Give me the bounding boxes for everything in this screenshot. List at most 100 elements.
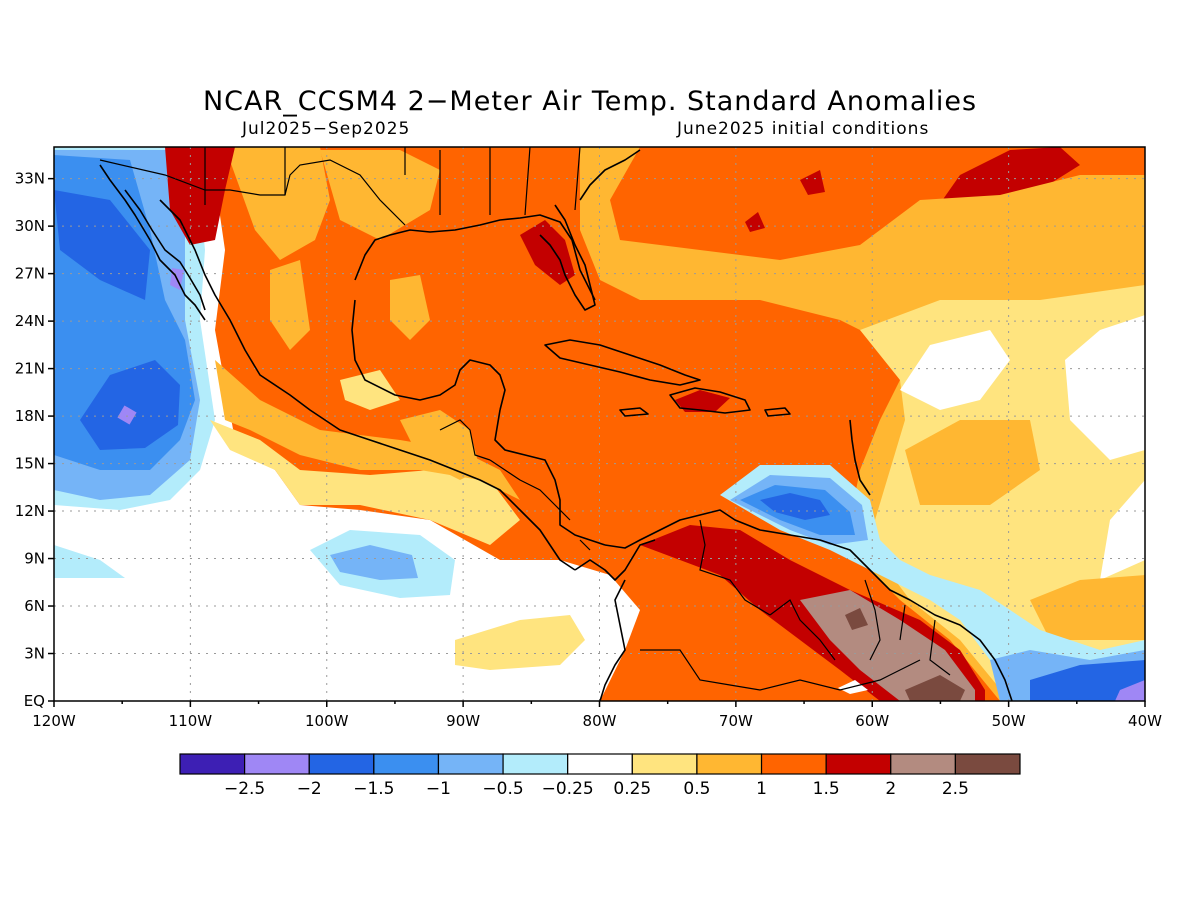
latitude-label: 18N — [15, 407, 45, 425]
colorbar-label: 1.5 — [813, 779, 840, 799]
latitude-label: 6N — [24, 597, 45, 615]
latitude-label: 27N — [15, 265, 45, 283]
latitude-label: 3N — [24, 645, 45, 663]
coast-central-america-pacific — [574, 539, 656, 581]
colorbar-swatch — [308, 753, 375, 775]
map-subtitle-period: Jul2025−Sep2025 — [242, 119, 411, 139]
colorbar-label: 2 — [885, 779, 896, 799]
field-gulf-yellow — [390, 275, 430, 340]
longitude-label: 70W — [719, 712, 753, 730]
colorbar-label: 2.5 — [942, 779, 969, 799]
political-borders — [99, 147, 951, 691]
colorbar-label: −1 — [426, 779, 451, 799]
longitude-label: 80W — [583, 712, 617, 730]
field-caribbean-cold-core — [760, 493, 830, 520]
colorbar-swatch — [437, 753, 504, 775]
coast-baja-west — [99, 164, 206, 321]
coast-lesser-antilles — [849, 419, 871, 496]
colorbar-swatch — [825, 753, 892, 775]
colorbar-label: −0.5 — [482, 779, 523, 799]
field-red-nw-mexico — [165, 147, 235, 245]
longitude-label: 110W — [169, 712, 213, 730]
field-mexico-yellow4 — [340, 370, 400, 410]
latitude-label: 9N — [24, 550, 45, 568]
latitude-label: 21N — [15, 360, 45, 378]
field-atlantic-yellow-band2 — [1030, 575, 1145, 640]
coast-south-america-west — [599, 579, 626, 701]
field-pacific-cool-left — [54, 545, 125, 578]
field-pacific-cold-coast — [54, 190, 150, 300]
border-us-states — [204, 147, 581, 216]
colorbar-label: 0.25 — [613, 779, 651, 799]
colorbar-labels: −2.5 −2 −1.5 −1 −0.5 −0.25 0.25 0.5 1 1.5 2 2.5 — [224, 779, 969, 799]
border-us-mexico — [99, 159, 406, 226]
colorbar-label: −2.5 — [224, 779, 265, 799]
longitude-labels: 120W 110W 100W 90W 80W 70W 60W 50W 40W — [32, 712, 1162, 730]
colorbar-label: 1 — [756, 779, 767, 799]
border-guatemala — [439, 419, 491, 461]
coast-mexico-pacific — [159, 199, 576, 571]
coast-south-america-north — [604, 509, 1013, 701]
latitude-label: 33N — [15, 170, 45, 188]
field-red-atlantic-small — [800, 170, 825, 195]
border-colombia-venezuela — [699, 519, 836, 661]
field-atlantic-white2 — [1065, 315, 1145, 460]
field-central-america-yellow — [400, 410, 480, 480]
field-red-hispaniola — [675, 390, 730, 412]
coast-jamaica — [619, 407, 649, 417]
longitude-label: 60W — [855, 712, 889, 730]
longitude-label: 40W — [1128, 712, 1162, 730]
anomaly-field — [54, 147, 1145, 701]
latitude-label: 30N — [15, 217, 45, 235]
field-pacific-warm-fringe — [210, 420, 520, 545]
coast-hispaniola — [669, 387, 751, 414]
colorbar-swatch — [244, 753, 310, 775]
coast-cuba — [544, 339, 701, 386]
longitude-label: 100W — [305, 712, 349, 730]
field-sa-very-hot — [800, 590, 975, 701]
colorbar-label: −0.25 — [542, 779, 594, 799]
colorbar-label: −2 — [297, 779, 322, 799]
colorbar-swatch — [502, 753, 569, 775]
colorbar-swatch — [760, 753, 827, 775]
coast-baja-east — [124, 189, 206, 311]
field-atlantic-yellow-band — [905, 420, 1040, 505]
border-central-america — [489, 459, 591, 551]
colorbar-label: 0.5 — [683, 779, 710, 799]
field-red-florida — [520, 220, 575, 285]
map-gridlines — [54, 147, 1145, 701]
field-pacific-cool-blob-core — [330, 545, 418, 580]
map-title: NCAR_CCSM4 2−Meter Air Temp. Standard An… — [202, 86, 978, 117]
field-se-cold — [1030, 660, 1145, 701]
colorbar-swatch — [567, 753, 633, 775]
coast-florida — [539, 204, 596, 311]
longitude-label: 90W — [446, 712, 480, 730]
colorbar-swatch — [696, 753, 763, 775]
field-pacific-eq-warm — [455, 615, 585, 670]
map-subtitle-initial-conditions: June2025 initial conditions — [677, 119, 930, 139]
field-mexico-yellow3 — [270, 260, 310, 350]
latitude-label: 15N — [15, 455, 45, 473]
colorbar — [179, 753, 1021, 775]
field-red-atlantic-small2 — [745, 212, 765, 232]
axis-ticks — [48, 177, 1146, 707]
latitude-label: 24N — [15, 312, 45, 330]
coast-yucatan — [351, 299, 506, 411]
border-guianas — [864, 579, 951, 676]
latitude-label: EQ — [24, 692, 45, 710]
colorbar-swatch — [954, 753, 1021, 775]
field-sa-extreme — [905, 675, 965, 701]
colorbar-swatch — [890, 753, 956, 775]
field-mexico-yellow — [225, 147, 330, 260]
coast-gulf-mexico — [354, 214, 596, 301]
coast-puerto-rico — [764, 407, 791, 417]
border-brazil — [640, 649, 921, 691]
field-mexico-yellow2 — [320, 150, 440, 240]
latitude-labels: EQ 3N 6N 9N 12N 15N 18N 21N 24N 27N 30N 33N — [15, 170, 45, 710]
field-se-cold-spot — [1115, 680, 1145, 701]
colorbar-swatch — [373, 753, 440, 775]
field-sa-extreme2 — [845, 608, 868, 630]
field-pacific-spot — [117, 405, 137, 425]
coastlines — [99, 149, 1013, 701]
